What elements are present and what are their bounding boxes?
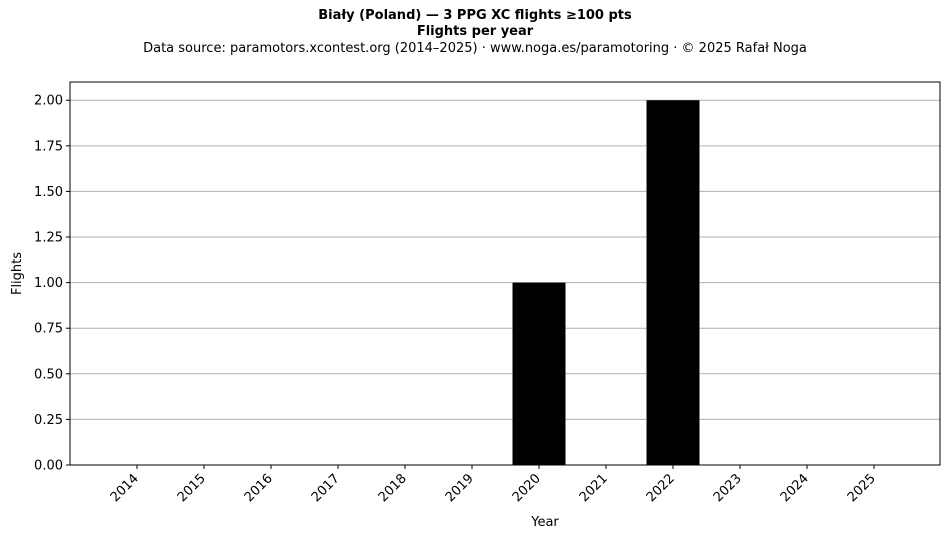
x-tick-label: 2018 xyxy=(376,471,410,505)
chart-title: Biały (Poland) — 3 PPG XC flights ≥100 p… xyxy=(318,8,632,23)
x-tick-label: 2025 xyxy=(845,471,879,505)
bar-2022 xyxy=(646,100,700,465)
x-tick-label: 2019 xyxy=(443,471,477,505)
grid-lines xyxy=(70,99,940,466)
y-tick-label: 0.25 xyxy=(34,413,63,428)
bar-2020 xyxy=(512,282,566,465)
chart-title-block: Biały (Poland) — 3 PPG XC flights ≥100 p… xyxy=(0,8,950,57)
x-tick-label: 2017 xyxy=(309,471,343,505)
x-tick-label: 2020 xyxy=(510,471,544,505)
y-tick-label: 1.50 xyxy=(34,185,63,200)
y-axis-label: Flights xyxy=(10,252,25,295)
x-tick-label: 2022 xyxy=(644,471,678,505)
axis-ticks: 0.00 0.25 0.50 0.75 1.00 1.25 1.50 1.75 2.00 2014… xyxy=(34,94,879,505)
y-tick-label: 0.00 xyxy=(34,459,63,474)
chart-title-line2: Flights per year xyxy=(416,24,534,39)
x-tick-label: 2014 xyxy=(108,471,142,505)
x-axis-label: Year xyxy=(530,515,559,530)
x-tick-label: 2016 xyxy=(242,471,276,505)
y-tick-label: 1.00 xyxy=(34,276,63,291)
y-tick-label: 2.00 xyxy=(34,94,63,109)
y-tick-label: 1.25 xyxy=(34,231,63,246)
x-tick-label: 2023 xyxy=(711,471,745,505)
bars xyxy=(512,100,700,465)
x-tick-label: 2021 xyxy=(577,471,611,505)
plot-area-frame xyxy=(69,81,941,466)
x-tick-label: 2024 xyxy=(778,471,812,505)
x-tick-label: 2015 xyxy=(175,471,209,505)
y-tick-label: 0.50 xyxy=(34,367,63,382)
y-tick-label: 1.75 xyxy=(34,139,63,154)
y-tick-label: 0.75 xyxy=(34,322,63,337)
chart-subtitle: Data source: paramotors.xcontest.org (20… xyxy=(143,41,807,56)
